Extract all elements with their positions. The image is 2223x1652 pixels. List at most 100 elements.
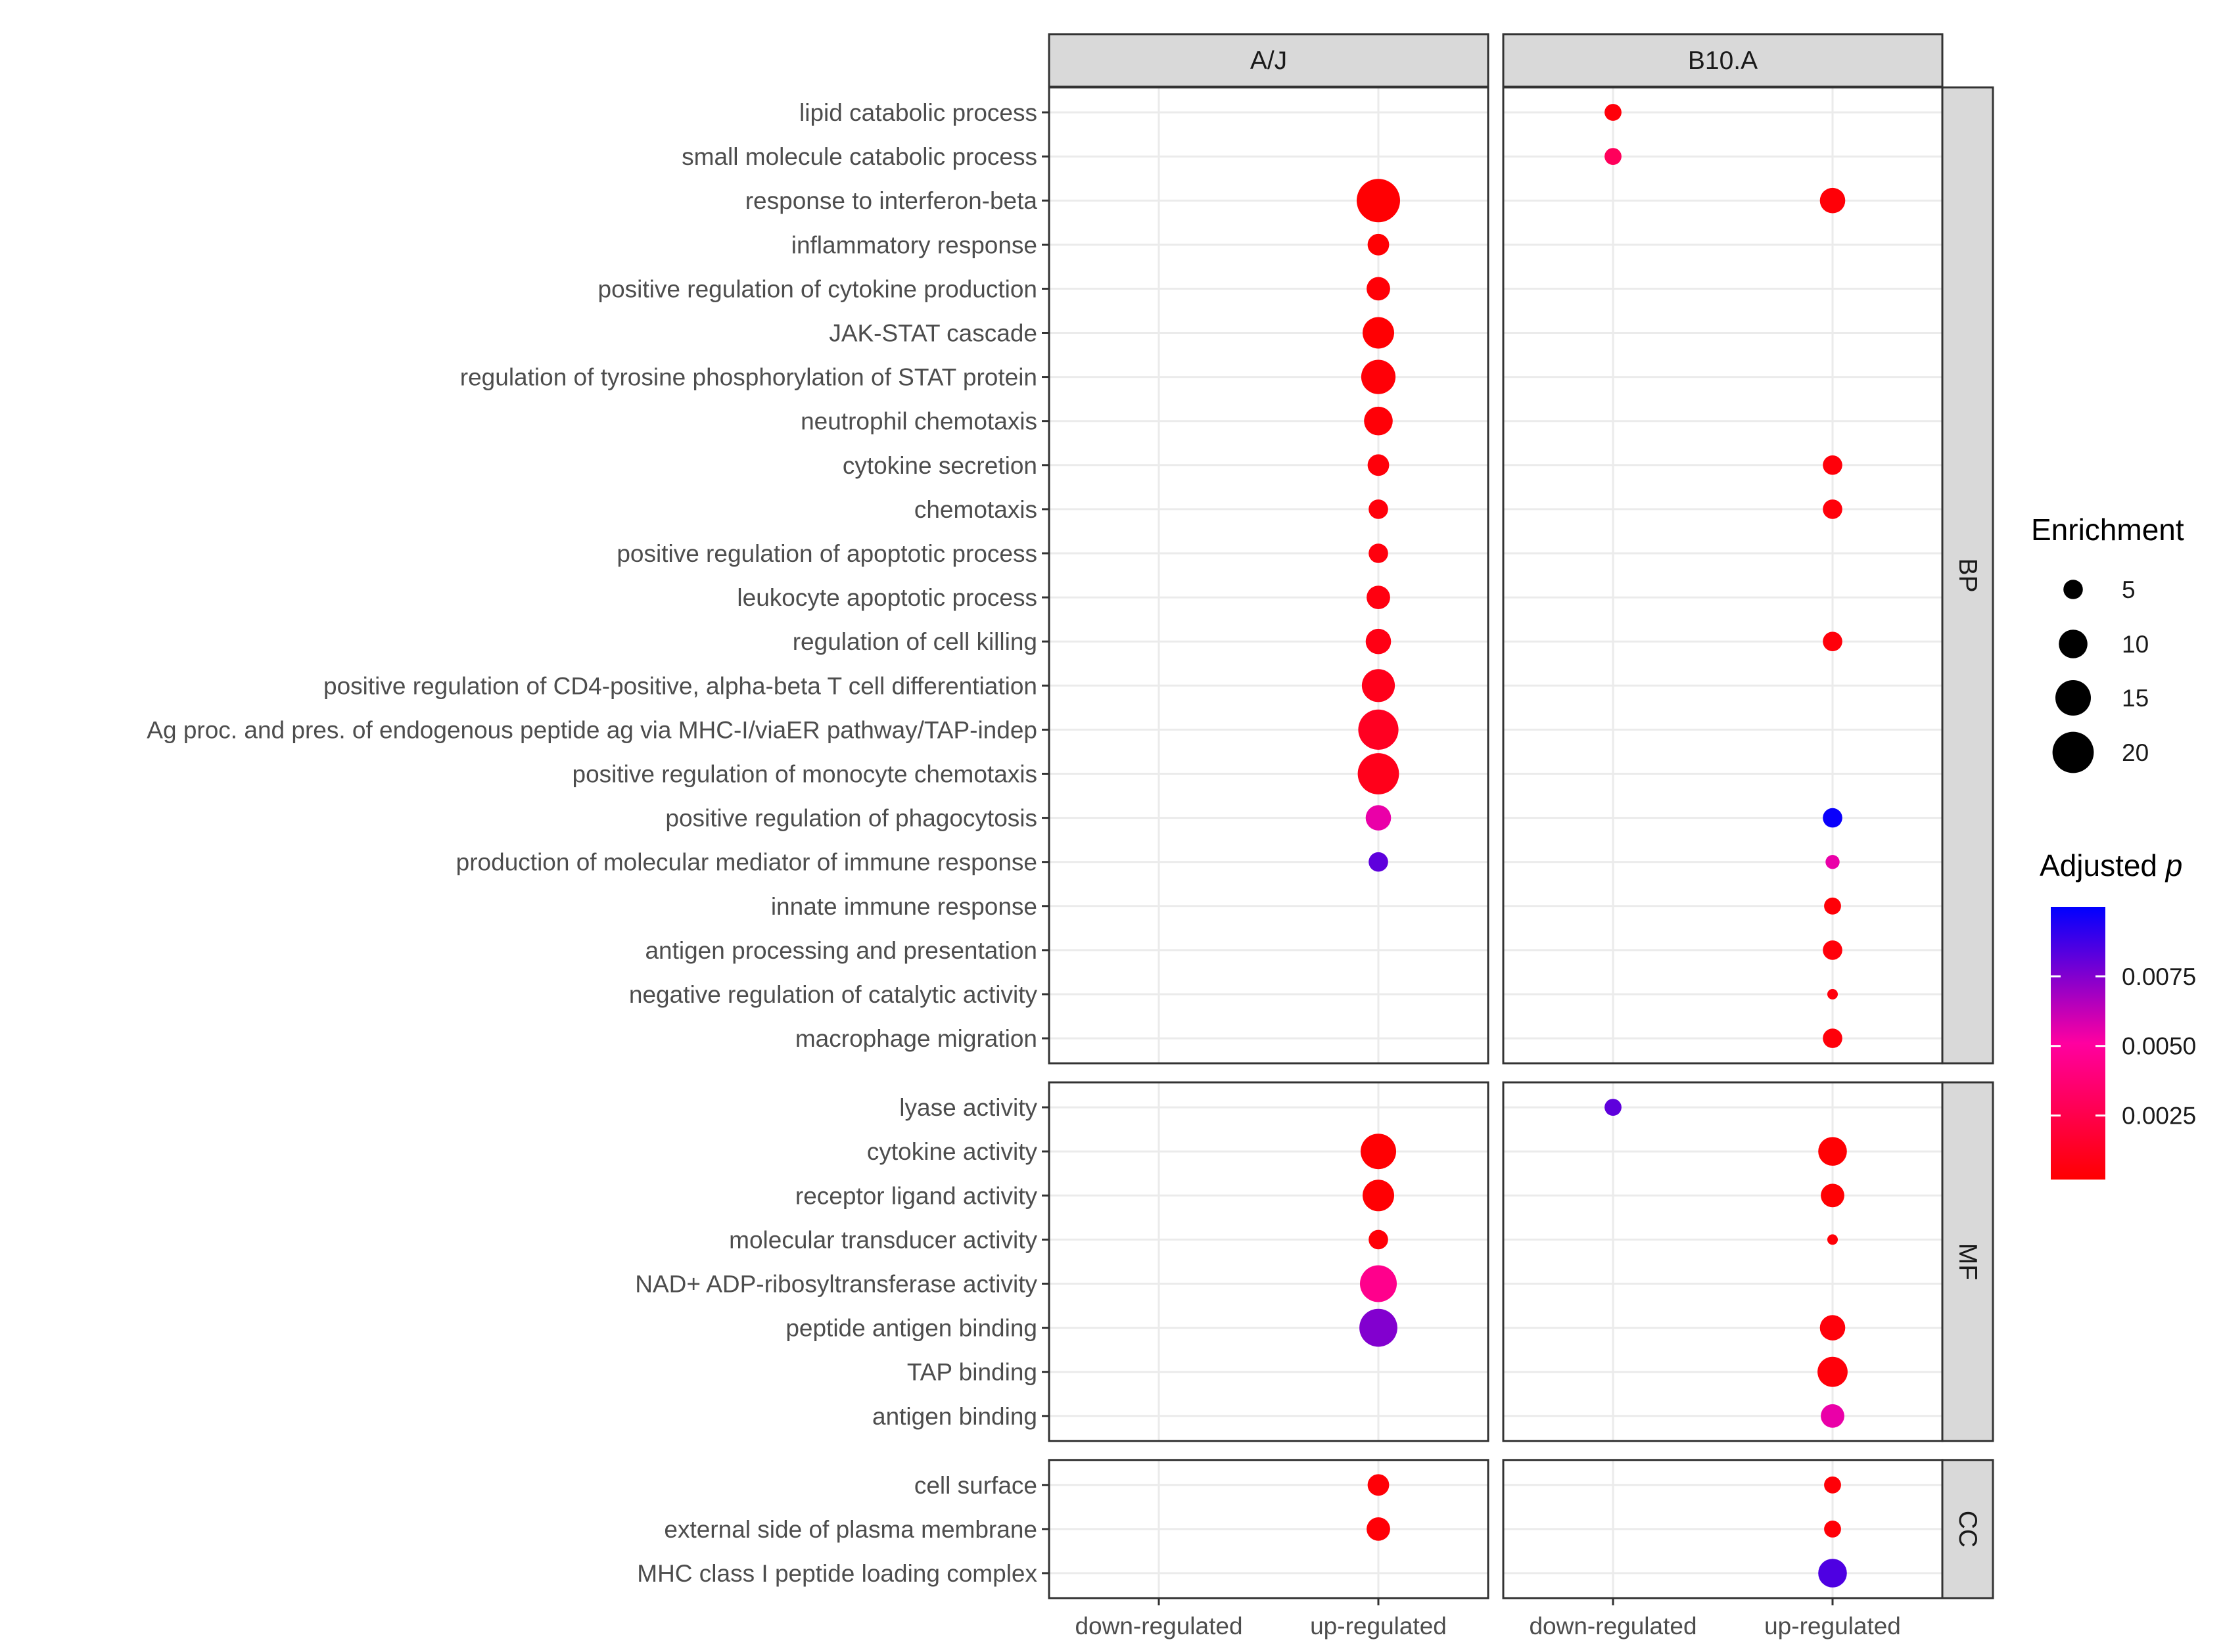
data-point <box>1817 1356 1848 1387</box>
data-point <box>1604 104 1622 121</box>
term-label: innate immune response <box>771 893 1037 920</box>
facet-strip-label: MF <box>1954 1243 1982 1280</box>
x-tick-label: up-regulated <box>1764 1613 1901 1640</box>
color-legend-label: 0.0075 <box>2122 963 2196 990</box>
x-tick-label: down-regulated <box>1529 1613 1697 1640</box>
term-label: chemotaxis <box>914 496 1037 523</box>
panel-border <box>1048 1081 1489 1442</box>
column-strip <box>1502 33 1944 88</box>
data-point <box>1367 233 1390 256</box>
data-point <box>1819 187 1846 214</box>
panel-background <box>1049 87 1488 1064</box>
data-point <box>1367 1517 1390 1541</box>
panel-background <box>1503 1082 1942 1441</box>
color-legend-title-text: Adjusted <box>2040 848 2157 883</box>
data-point <box>1824 1521 1841 1538</box>
data-point <box>1823 940 1842 960</box>
data-point <box>1367 454 1390 476</box>
data-point <box>1365 628 1392 654</box>
facet-strip <box>1941 1459 1994 1599</box>
data-point <box>1364 406 1393 436</box>
color-legend-title: Adjusted p <box>2040 848 2182 883</box>
facet-strip <box>1941 1081 1994 1442</box>
term-label: regulation of cell killing <box>793 628 1037 655</box>
data-point <box>1360 1265 1397 1302</box>
panel-background <box>1049 1082 1488 1441</box>
column-strip-label: B10.A <box>1688 47 1758 75</box>
term-label: positive regulation of CD4-positive, alp… <box>323 672 1037 699</box>
data-point <box>1361 1134 1396 1170</box>
color-legend-bar <box>2051 907 2105 1180</box>
data-point <box>1363 1180 1394 1212</box>
data-point <box>1604 148 1622 166</box>
color-legend-title-italic: p <box>2164 848 2183 883</box>
term-label: positive regulation of monocyte chemotax… <box>573 761 1037 788</box>
term-label: leukocyte apoptotic process <box>737 584 1037 611</box>
data-point <box>1367 1474 1390 1496</box>
term-label: Ag proc. and pres. of endogenous peptide… <box>147 716 1037 743</box>
term-label: response to interferon-beta <box>745 187 1038 214</box>
data-point <box>1825 855 1840 869</box>
term-label: positive regulation of apoptotic process <box>617 540 1037 567</box>
term-label: NAD+ ADP-ribosyltransferase activity <box>635 1271 1037 1298</box>
data-point <box>1367 277 1390 301</box>
color-legend-label: 0.0050 <box>2122 1033 2196 1060</box>
data-point <box>1823 631 1842 651</box>
data-point <box>1369 1229 1388 1250</box>
size-legend-key <box>2063 580 2083 599</box>
panel-background <box>1503 87 1942 1064</box>
facet-strip-label: BP <box>1954 559 1982 593</box>
x-tick-label: down-regulated <box>1075 1613 1242 1640</box>
x-tick-label: up-regulated <box>1310 1613 1447 1640</box>
data-point <box>1365 805 1392 831</box>
term-label: regulation of tyrosine phosphorylation o… <box>460 364 1037 391</box>
data-point <box>1818 1137 1847 1166</box>
data-point <box>1823 1028 1842 1048</box>
size-legend-key <box>2059 630 2088 658</box>
term-label: peptide antigen binding <box>785 1315 1037 1342</box>
data-point <box>1358 709 1399 750</box>
size-legend-label: 10 <box>2122 631 2149 658</box>
data-point <box>1821 1404 1844 1428</box>
term-label: receptor ligand activity <box>795 1182 1038 1209</box>
term-label: cytokine secretion <box>843 452 1037 479</box>
term-label: small molecule catabolic process <box>682 143 1037 170</box>
size-legend-key <box>2052 731 2094 773</box>
data-point <box>1361 359 1396 394</box>
term-label: lyase activity <box>899 1094 1037 1121</box>
color-legend-title-space <box>2157 848 2166 883</box>
data-point <box>1824 1476 1841 1494</box>
data-point <box>1823 499 1842 519</box>
data-point <box>1827 989 1838 999</box>
color-legend-label: 0.0025 <box>2122 1103 2196 1130</box>
term-label: positive regulation of phagocytosis <box>665 805 1037 832</box>
data-point <box>1604 1099 1622 1116</box>
data-point <box>1367 585 1390 609</box>
facet-strip-label: CC <box>1954 1511 1982 1548</box>
legend-layer: Enrichment 5 10 15 20 Adjusted p 0.0025 0.0050 0… <box>2031 513 2196 1180</box>
term-label: JAK-STAT cascade <box>829 320 1037 347</box>
column-strip-label: A/J <box>1250 47 1287 75</box>
term-label: molecular transducer activity <box>729 1226 1037 1253</box>
data-point <box>1357 179 1400 223</box>
term-label: negative regulation of catalytic activit… <box>629 981 1038 1008</box>
data-point <box>1823 455 1842 475</box>
term-label: cytokine activity <box>867 1138 1038 1165</box>
panel-border <box>1048 86 1489 1065</box>
size-legend-key <box>2055 680 2091 716</box>
term-label: external side of plasma membrane <box>664 1516 1037 1543</box>
data-point <box>1821 1183 1844 1208</box>
term-label: TAP binding <box>907 1359 1037 1386</box>
term-label: macrophage migration <box>795 1025 1037 1052</box>
data-point <box>1369 543 1388 563</box>
data-point <box>1369 852 1388 872</box>
term-label: positive regulation of cytokine producti… <box>598 275 1037 302</box>
term-label: cell surface <box>914 1472 1037 1499</box>
column-strip <box>1048 33 1489 88</box>
size-legend-label: 20 <box>2122 739 2149 766</box>
facet-strip <box>1941 86 1994 1065</box>
term-label: inflammatory response <box>791 231 1037 258</box>
size-legend-label: 15 <box>2122 685 2149 712</box>
term-label: production of molecular mediator of immu… <box>456 849 1037 876</box>
